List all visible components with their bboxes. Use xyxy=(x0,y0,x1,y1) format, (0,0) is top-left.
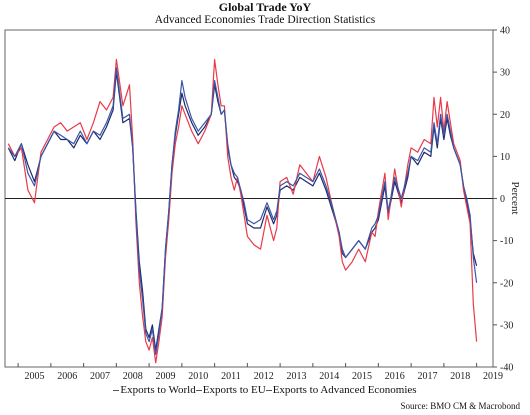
x-tick-label: 2011 xyxy=(221,371,241,382)
legend-line-icon xyxy=(265,389,272,391)
series-line-exports-to-world xyxy=(7,71,478,351)
y-tick-label: -40 xyxy=(500,363,513,374)
x-tick-label: 2015 xyxy=(352,371,372,382)
legend-item-exports-to-eu: Exports to EU xyxy=(195,384,266,397)
x-tick-label: 2006 xyxy=(57,371,77,382)
y-axis: 40 30 20 10 0 -10 -20 -30 -40 xyxy=(493,26,513,374)
chart-subtitle: Advanced Economies Trade Direction Stati… xyxy=(154,14,376,26)
y-tick-label: 20 xyxy=(500,110,510,121)
x-tick-label: 2007 xyxy=(90,371,110,382)
legend-label: Exports to EU xyxy=(202,384,266,396)
y-tick-label: 30 xyxy=(500,68,510,79)
x-tick-label: 2014 xyxy=(319,371,339,382)
chart-title: Global Trade YoY xyxy=(218,0,312,14)
legend: Exports to World Exports to EU Exports to … xyxy=(0,384,530,397)
y-tick-label: 40 xyxy=(500,26,510,37)
series-line-exports-to-advanced-economies xyxy=(7,67,478,355)
legend-item-exports-to-world: Exports to World xyxy=(113,384,196,397)
y-tick-label: -20 xyxy=(500,278,513,289)
y-tick-label: -30 xyxy=(500,320,513,331)
x-tick-label: 2018 xyxy=(450,371,470,382)
x-tick-label: 2010 xyxy=(188,371,208,382)
x-tick-label: 2013 xyxy=(286,371,306,382)
legend-item-exports-to-advanced-economies: Exports to Advanced Economies xyxy=(265,384,417,397)
y-axis-label: Percent xyxy=(509,182,521,215)
x-tick-label: 2017 xyxy=(417,371,437,382)
x-tick-label: 2019 xyxy=(483,371,503,382)
x-tick-label: 2012 xyxy=(254,371,274,382)
source-note: Source: BMO CM & Macrobond xyxy=(400,401,521,411)
y-tick-label: 10 xyxy=(500,152,510,163)
x-axis: 2005 2006 2007 2008 2009 2010 2011 2012 2013 2014… xyxy=(17,363,503,382)
legend-label: Exports to World xyxy=(120,384,196,396)
series-group xyxy=(7,58,478,364)
y-tick-label: 0 xyxy=(500,194,505,205)
series-line-exports-to-eu xyxy=(7,58,478,364)
legend-line-icon xyxy=(195,389,202,391)
legend-line-icon xyxy=(113,389,120,391)
x-tick-label: 2009 xyxy=(155,371,175,382)
x-tick-label: 2005 xyxy=(24,371,44,382)
legend-label: Exports to Advanced Economies xyxy=(272,384,417,396)
y-tick-label: -10 xyxy=(500,236,513,247)
x-tick-label: 2008 xyxy=(123,371,143,382)
x-tick-label: 2016 xyxy=(385,371,405,382)
